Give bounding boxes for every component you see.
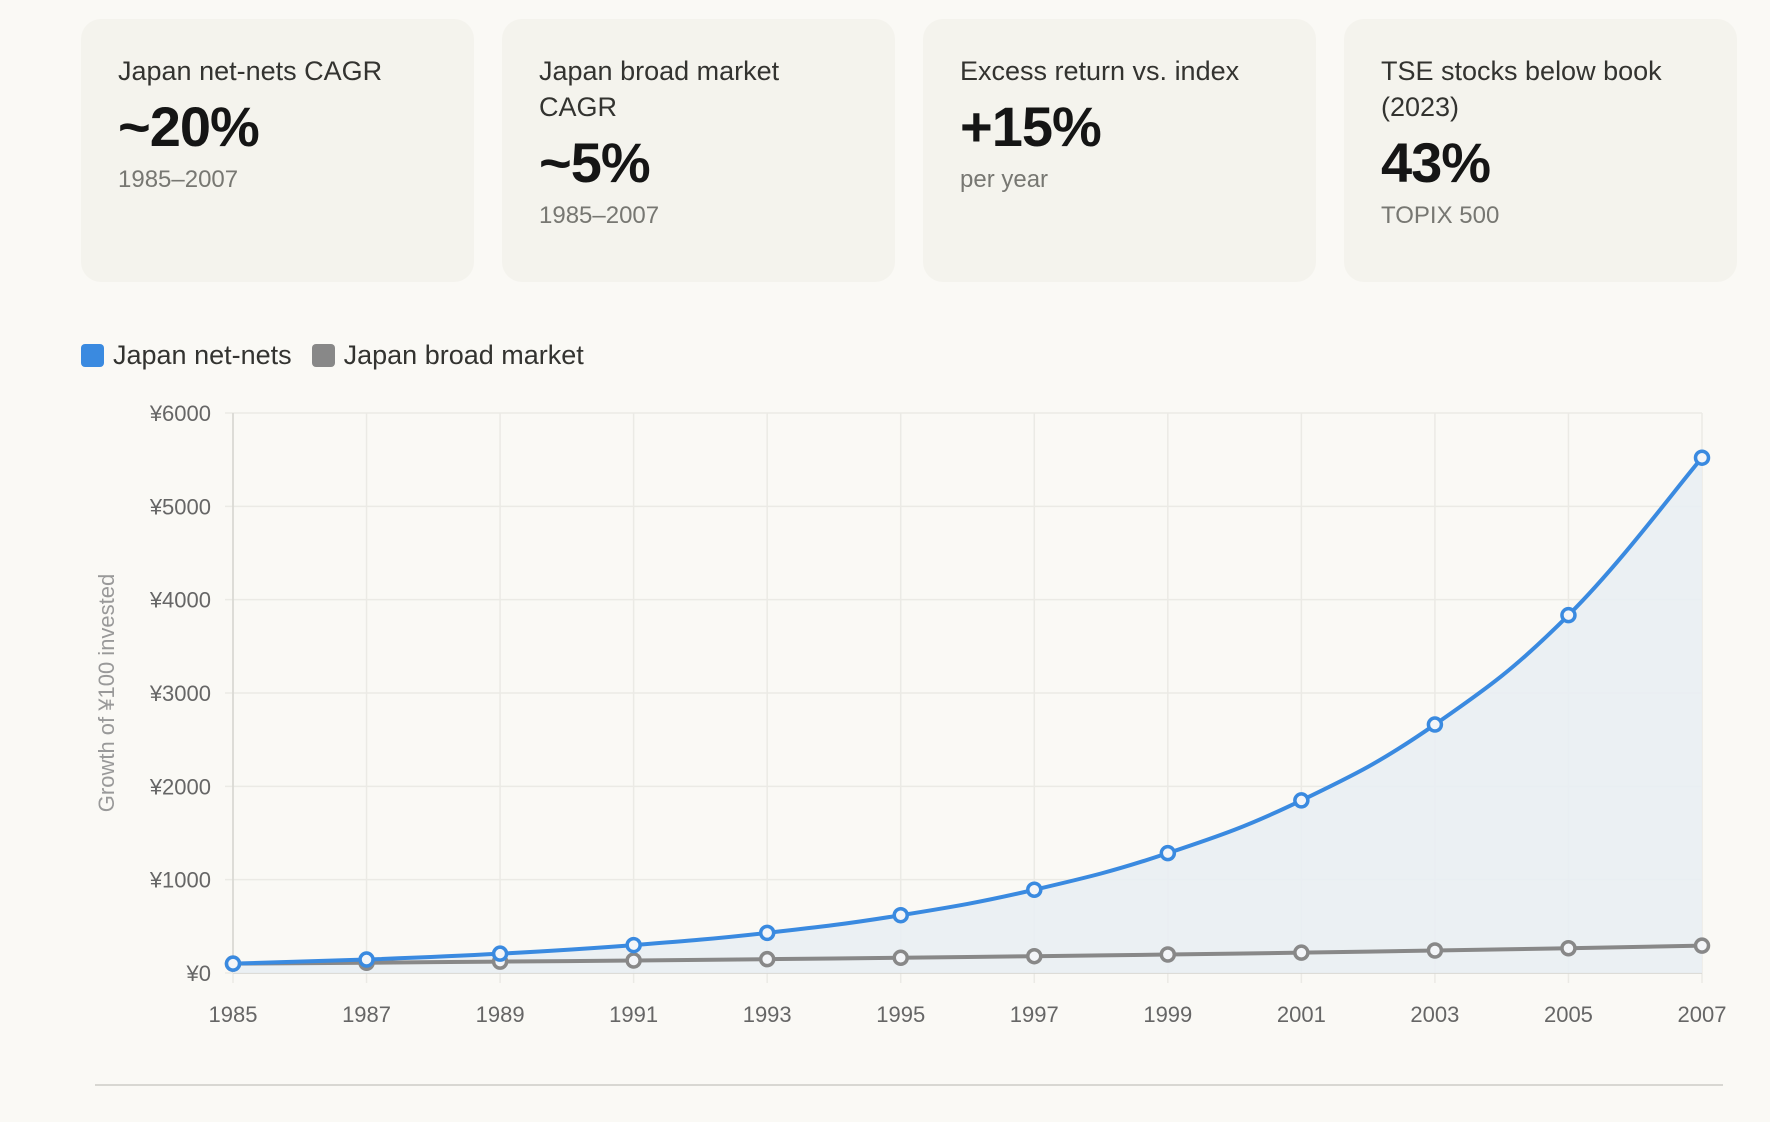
y-tick-label: ¥6000 [149,401,211,426]
legend-label: Japan broad market [343,340,584,370]
stat-card-netnets-cagr: Japan net-nets CAGR ~20% 1985–2007 [81,19,474,282]
stat-value: +15% [960,95,1102,158]
stat-sub: TOPIX 500 [1381,202,1500,229]
section-divider [95,1084,1723,1086]
x-tick-label: 2001 [1277,1002,1326,1027]
stat-sub: per year [960,166,1049,193]
legend-swatch-broad-market [311,344,335,367]
x-tick-label: 2003 [1410,1002,1459,1027]
legend-item-broad-market[interactable]: Japan broad market [311,340,584,371]
point-broad-market-1999 [1159,946,1177,963]
series-areas [233,457,1702,973]
x-tick-label: 1985 [209,1002,258,1027]
point-broad-market-1993 [758,950,776,968]
point-netnets-1989 [491,945,509,962]
x-tick-label: 2005 [1544,1002,1593,1027]
y-tick-label: ¥3000 [149,681,211,706]
y-tick-label: ¥5000 [149,494,211,519]
point-netnets-1993 [758,924,776,942]
point-broad-market-2001 [1293,944,1310,961]
legend-swatch-netnets [81,344,104,367]
point-broad-market-1997 [1026,947,1043,965]
stat-card-excess-return: Excess return vs. index +15% per year [923,19,1316,282]
stat-value: 43% [1381,131,1491,194]
point-netnets-1995 [892,906,909,924]
stat-label: Excess return vs. index [960,56,1240,86]
stat-card-broad-cagr: Japan broad market CAGR ~5% 1985–2007 [502,19,895,282]
point-broad-market-1991 [625,952,642,969]
series-line-broad-market [231,943,1704,966]
x-tick-label: 1997 [1010,1002,1059,1027]
point-netnets-1997 [1026,881,1043,898]
stat-sub: 1985–2007 [539,202,660,229]
stat-label: Japan net-nets CAGR [118,56,383,86]
legend-item-netnets[interactable]: Japan net-nets [81,340,292,371]
point-broad-market-2005 [1560,940,1577,957]
point-broad-market-2003 [1426,942,1444,959]
point-netnets-2005 [1560,606,1577,624]
point-netnets-1985 [224,955,242,972]
point-broad-market-1995 [892,949,909,967]
x-tick-label: 1993 [743,1002,792,1027]
series-points [224,449,1711,972]
stat-cards: Japan net-nets CAGR ~20% 1985–2007 Japan… [81,19,1737,282]
x-tick-label: 1987 [342,1002,391,1027]
stat-sub: 1985–2007 [118,166,239,193]
y-axis-title: Growth of ¥100 invested [94,574,119,812]
chart-legend: Japan net-nets Japan broad market [81,340,604,371]
x-tick-label: 2007 [1678,1002,1727,1027]
x-tick-label: 1991 [609,1002,658,1027]
y-tick-label: ¥2000 [149,774,211,799]
point-netnets-2003 [1426,716,1444,733]
x-tick-label: 1999 [1143,1002,1192,1027]
series-area-0 [233,457,1702,973]
y-tick-label: ¥1000 [149,868,211,893]
x-axis-ticks: 1985 1987 1989 1991 1993 1995 1997 1999 2001 2003… [209,1002,1727,1027]
x-tick-label: 1989 [476,1002,525,1027]
stat-card-below-book: TSE stocks below book (2023) 43% TOPIX 5… [1344,19,1737,282]
stat-label: TSE stocks below book (2023) [1381,56,1662,122]
stat-value: ~5% [539,131,651,194]
stat-label: Japan broad market CAGR [539,56,780,122]
legend-label: Japan net-nets [113,340,292,370]
point-broad-market-2007 [1693,937,1711,954]
point-netnets-1991 [625,936,642,954]
point-netnets-2001 [1293,792,1310,809]
y-axis-ticks: ¥0 ¥1000 ¥2000 ¥3000 ¥4000 ¥5000 ¥6000 [149,401,211,986]
point-netnets-2007 [1693,449,1711,466]
x-tick-label: 1995 [876,1002,925,1027]
point-netnets-1987 [358,951,375,968]
y-tick-label: ¥4000 [149,588,211,613]
y-tick-label: ¥0 [186,961,211,986]
point-netnets-1999 [1159,844,1177,862]
stat-value: ~20% [118,95,260,158]
